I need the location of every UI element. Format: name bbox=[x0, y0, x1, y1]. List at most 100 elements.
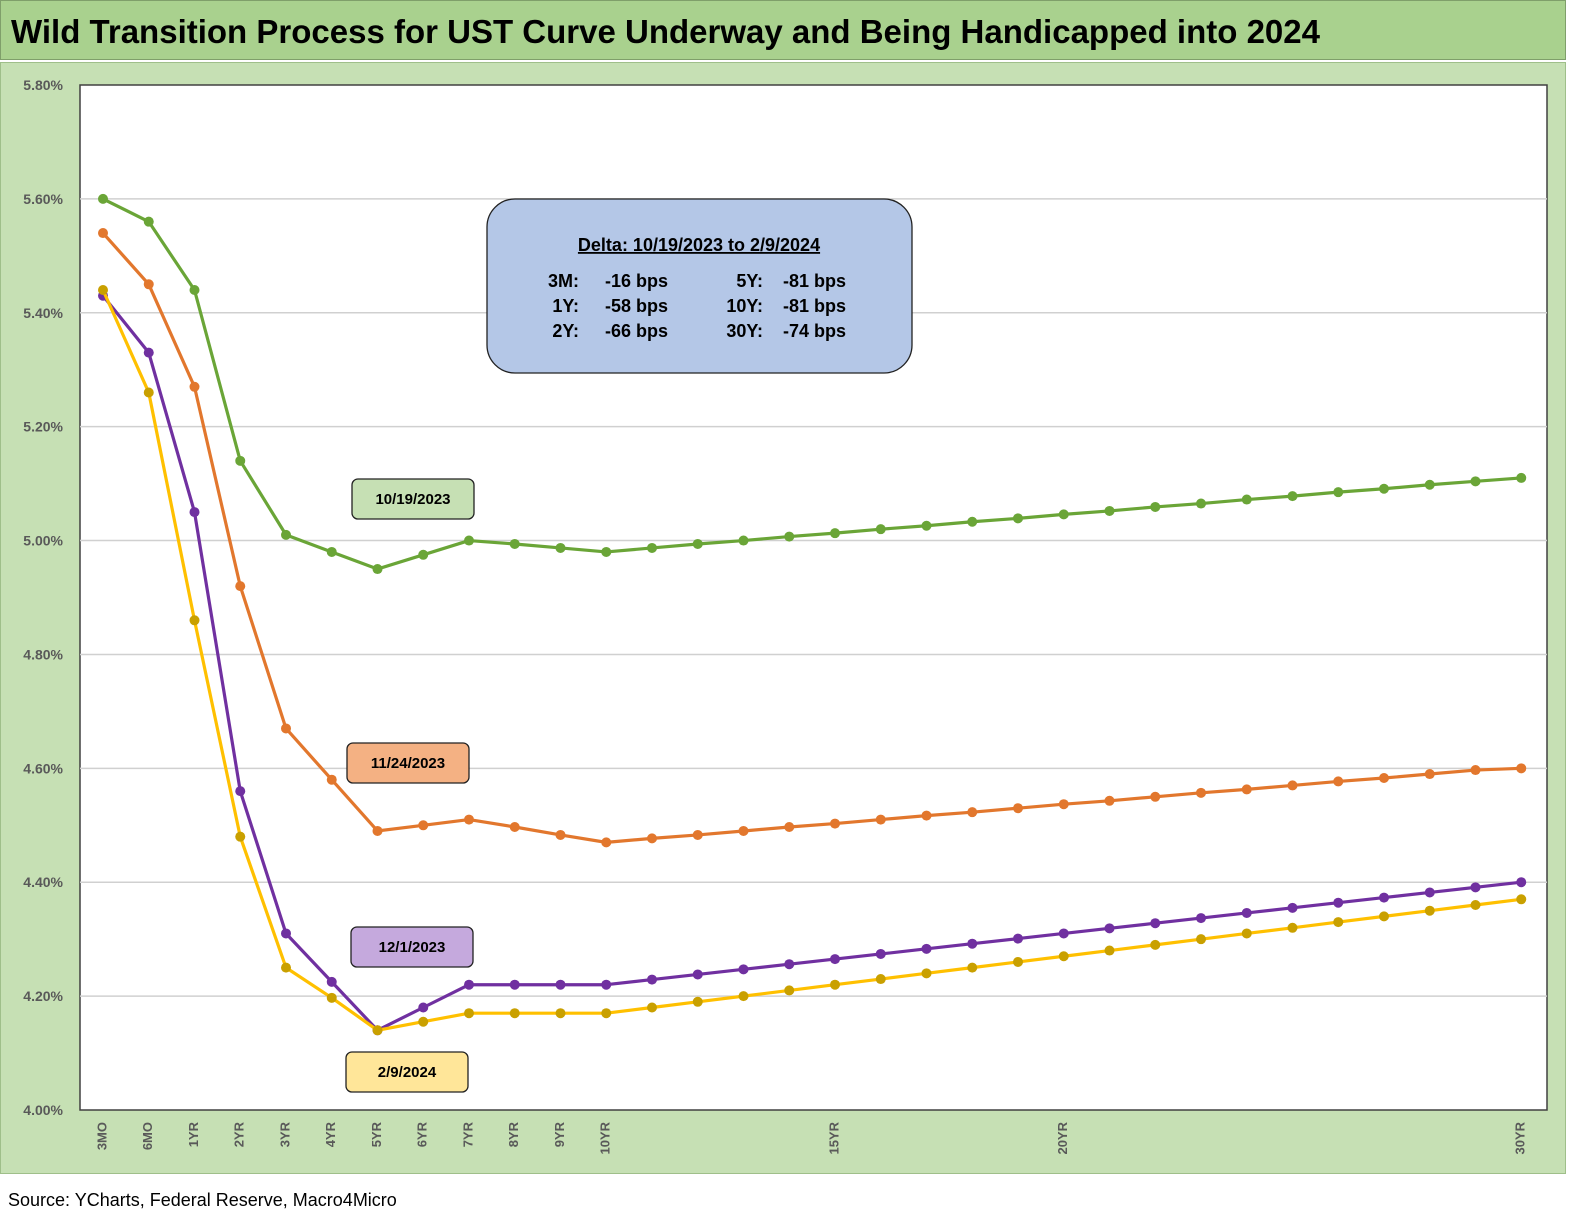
data-point bbox=[1379, 892, 1389, 903]
y-tick-label: 4.60% bbox=[23, 760, 63, 776]
delta-value: -81 bps bbox=[783, 296, 846, 316]
data-point bbox=[1287, 922, 1298, 933]
title-bar: Wild Transition Process for UST Curve Un… bbox=[0, 0, 1566, 60]
data-point bbox=[830, 818, 840, 829]
series-label: 2/9/2024 bbox=[378, 1064, 437, 1081]
data-point bbox=[1058, 799, 1069, 810]
data-point bbox=[1058, 509, 1069, 520]
data-point bbox=[98, 228, 108, 239]
data-point bbox=[738, 535, 749, 546]
delta-value: -74 bps bbox=[783, 321, 846, 341]
series-2 bbox=[98, 290, 1527, 1036]
series-line bbox=[102, 197, 1522, 571]
data-point bbox=[326, 976, 337, 987]
data-point bbox=[281, 928, 291, 939]
data-point bbox=[1333, 487, 1344, 498]
data-point bbox=[555, 829, 566, 840]
x-tick-label: 2YR bbox=[232, 1121, 247, 1147]
series-label: 10/19/2023 bbox=[375, 491, 450, 508]
y-tick-label: 5.60% bbox=[23, 191, 63, 207]
source-note: Source: YCharts, Federal Reserve, Macro4… bbox=[8, 1190, 397, 1210]
x-tick-label: 6YR bbox=[415, 1121, 430, 1147]
data-point bbox=[464, 535, 474, 546]
data-point bbox=[1013, 803, 1023, 814]
series-label: 11/24/2023 bbox=[371, 755, 445, 772]
data-point bbox=[601, 837, 612, 848]
x-tick-label: 1YR bbox=[186, 1121, 201, 1147]
data-point bbox=[1287, 902, 1298, 913]
data-point bbox=[418, 1002, 429, 1013]
y-tick-label: 4.80% bbox=[23, 646, 63, 662]
series-1 bbox=[98, 228, 1527, 848]
x-tick-label: 5YR bbox=[369, 1121, 384, 1147]
data-point bbox=[1516, 894, 1527, 905]
data-point bbox=[509, 979, 520, 990]
data-point bbox=[143, 387, 154, 398]
data-point bbox=[1424, 905, 1435, 916]
data-point bbox=[738, 991, 749, 1002]
data-point bbox=[601, 546, 612, 557]
data-point bbox=[692, 996, 703, 1007]
data-point bbox=[464, 814, 474, 825]
data-point bbox=[1196, 787, 1206, 798]
data-point bbox=[921, 943, 932, 954]
data-point bbox=[555, 979, 566, 990]
data-point bbox=[647, 833, 657, 844]
data-point bbox=[647, 542, 657, 553]
delta-key: 3M: bbox=[548, 271, 579, 291]
data-point bbox=[281, 962, 291, 973]
data-point bbox=[1379, 773, 1389, 784]
delta-annotation-box bbox=[486, 198, 913, 374]
data-point bbox=[967, 938, 978, 949]
data-point bbox=[1196, 934, 1206, 945]
delta-key: 1Y: bbox=[552, 296, 579, 316]
data-point bbox=[875, 974, 886, 985]
data-point bbox=[967, 516, 978, 527]
x-tick-label: 9YR bbox=[552, 1121, 567, 1147]
data-point bbox=[784, 985, 795, 996]
data-point bbox=[1241, 784, 1252, 795]
data-point bbox=[418, 820, 429, 831]
series-label-box bbox=[350, 926, 474, 968]
data-point bbox=[967, 807, 978, 818]
data-point bbox=[1104, 505, 1115, 516]
data-point bbox=[1516, 472, 1527, 483]
data-point bbox=[1424, 887, 1435, 898]
data-point bbox=[692, 829, 703, 840]
data-point bbox=[738, 825, 749, 836]
series-0 bbox=[98, 193, 1527, 575]
data-point bbox=[875, 814, 886, 825]
data-point bbox=[1013, 956, 1023, 967]
data-point bbox=[1333, 917, 1344, 928]
data-point bbox=[1333, 776, 1344, 787]
data-point bbox=[372, 564, 383, 575]
data-point bbox=[1379, 911, 1389, 922]
y-tick-label: 4.00% bbox=[23, 1102, 63, 1118]
series-line bbox=[101, 289, 1522, 1032]
data-point bbox=[372, 825, 383, 836]
delta-key: 2Y: bbox=[552, 321, 579, 341]
data-point bbox=[601, 979, 612, 990]
delta-value: -81 bps bbox=[783, 271, 846, 291]
data-point bbox=[1287, 491, 1298, 502]
data-point bbox=[98, 285, 108, 295]
data-point bbox=[1424, 769, 1435, 780]
data-point bbox=[555, 1008, 566, 1019]
data-point bbox=[692, 969, 703, 980]
y-tick-label: 5.80% bbox=[23, 77, 63, 93]
data-point bbox=[830, 528, 840, 539]
data-point bbox=[647, 974, 657, 985]
x-tick-label: 20YR bbox=[1055, 1121, 1070, 1154]
data-point bbox=[235, 786, 246, 797]
data-point bbox=[235, 455, 246, 466]
data-point bbox=[1470, 765, 1481, 776]
series-line bbox=[101, 294, 1522, 1032]
data-point bbox=[1150, 918, 1161, 929]
x-tick-label: 15YR bbox=[826, 1121, 841, 1154]
series-label-box bbox=[346, 742, 470, 784]
data-point bbox=[189, 507, 200, 518]
data-point bbox=[1241, 494, 1252, 505]
series-label-box bbox=[345, 1051, 469, 1093]
data-point bbox=[875, 524, 886, 535]
data-point bbox=[967, 962, 978, 973]
